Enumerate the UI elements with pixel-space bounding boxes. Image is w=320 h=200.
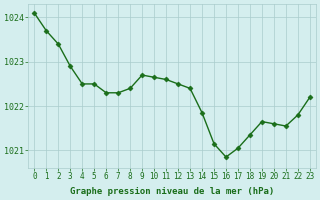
X-axis label: Graphe pression niveau de la mer (hPa): Graphe pression niveau de la mer (hPa) bbox=[70, 187, 274, 196]
